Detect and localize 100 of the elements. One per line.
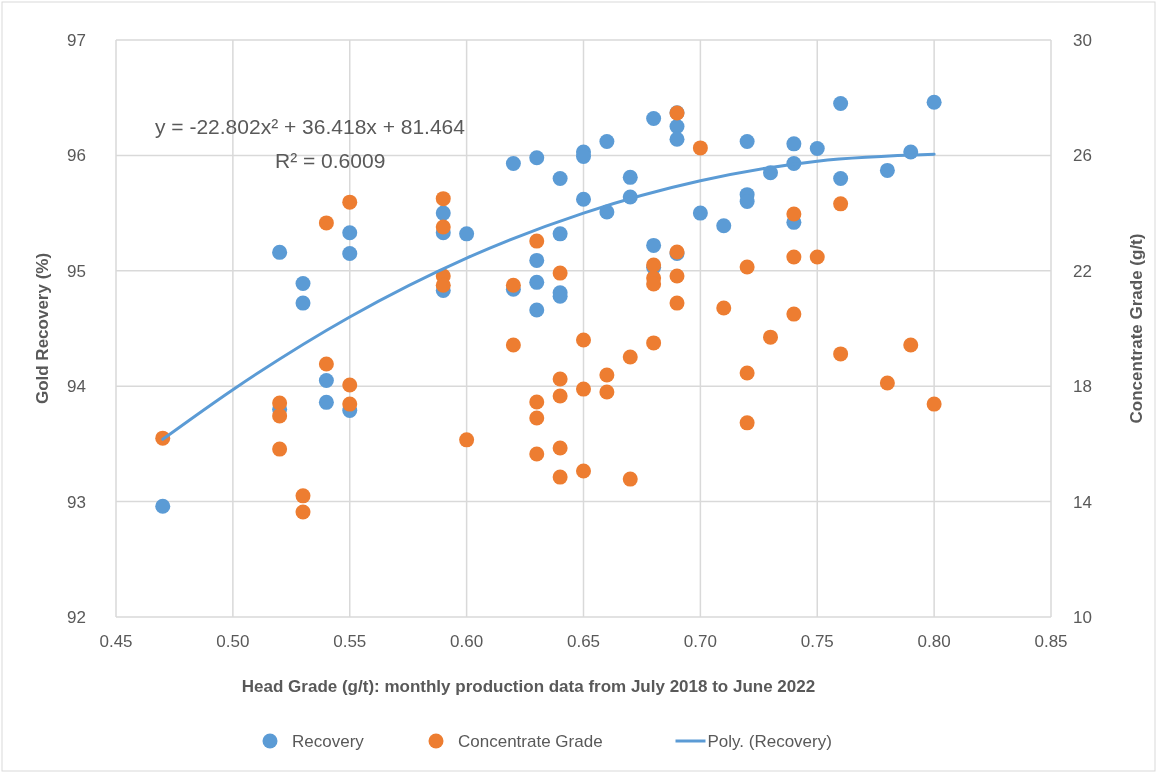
point (622, 349, 638, 365)
point (272, 395, 288, 411)
point (599, 134, 615, 150)
point (342, 194, 358, 210)
point (576, 463, 591, 479)
y-tick-label: 97 (67, 31, 86, 50)
x-tick-label: 0.75 (800, 632, 834, 651)
point (739, 134, 755, 150)
legend-label: Concentrate Grade (458, 732, 603, 751)
x-tick-label: 0.50 (216, 632, 250, 651)
point (295, 275, 311, 291)
x-tick-label: 0.60 (450, 632, 484, 651)
point (552, 371, 568, 387)
x-tick-label: 0.70 (683, 632, 717, 651)
point (529, 233, 545, 249)
point (622, 471, 638, 487)
point (295, 504, 311, 520)
point (342, 225, 358, 241)
point (716, 218, 732, 234)
point (529, 252, 545, 268)
point (459, 432, 475, 448)
point (833, 346, 849, 362)
point (552, 170, 568, 186)
point (786, 206, 802, 222)
point (272, 408, 288, 424)
x-axis-title: Head Grade (g/t): monthly production data from July 2018 to June 2022 (241, 677, 816, 696)
y2-tick-label: 10 (1073, 608, 1092, 627)
point (599, 384, 615, 400)
point (669, 268, 685, 284)
point (809, 140, 825, 156)
point (435, 205, 451, 221)
point (529, 410, 545, 426)
point (435, 219, 451, 235)
point (505, 155, 521, 171)
y-axis-title: Gold Recovery (%) (33, 252, 52, 405)
y2-tick-label: 14 (1073, 492, 1092, 512)
point (272, 244, 288, 260)
legend-label: Poly. (Recovery) (707, 732, 832, 751)
point (599, 367, 615, 383)
point (529, 150, 545, 166)
y2-tick-label: 30 (1073, 31, 1092, 50)
annotation: y = -22.802x² + 36.418x + 81.464 (155, 115, 466, 138)
point (529, 446, 545, 462)
x-tick-label: 0.85 (1034, 632, 1068, 651)
point (739, 415, 755, 431)
y-tick-label: 95 (67, 261, 86, 281)
point (692, 205, 708, 221)
x-tick-label: 0.45 (99, 632, 133, 651)
point (342, 245, 358, 261)
point (809, 249, 825, 265)
point (646, 335, 662, 351)
point (318, 356, 334, 372)
y-tick-label: 93 (67, 492, 86, 512)
x-tick-label: 0.65 (566, 632, 601, 651)
y-tick-label: 94 (67, 377, 86, 397)
point (879, 375, 895, 391)
point (716, 300, 732, 316)
point (155, 498, 171, 514)
point (435, 191, 451, 207)
point (295, 295, 311, 311)
y2-tick-label: 26 (1073, 146, 1092, 166)
point (739, 259, 755, 275)
y2-tick-label: 22 (1073, 261, 1092, 281)
point (739, 365, 755, 381)
point (505, 277, 521, 293)
annotation: R² = 0.6009 (275, 149, 386, 172)
point (763, 329, 778, 345)
point (926, 94, 942, 110)
legend-label: Recovery (292, 732, 365, 751)
point (552, 469, 568, 485)
point (833, 170, 849, 186)
point (552, 265, 568, 281)
y2-tick-label: 18 (1073, 377, 1092, 397)
point (833, 196, 849, 212)
point (786, 306, 802, 322)
point (318, 215, 334, 231)
point (342, 396, 358, 412)
point (879, 162, 895, 178)
point (505, 337, 521, 353)
point (926, 396, 942, 412)
point (692, 140, 708, 156)
point (342, 377, 358, 393)
point (552, 226, 568, 242)
point (272, 441, 288, 457)
point (295, 488, 311, 504)
point (669, 295, 685, 311)
x-tick-label: 0.80 (917, 632, 951, 651)
y2-axis-title: Concentrate Grade (g/t) (1127, 233, 1146, 424)
point (576, 191, 591, 207)
point (318, 394, 334, 410)
point (529, 394, 545, 410)
point (529, 274, 545, 290)
point (552, 440, 568, 456)
point (459, 226, 475, 242)
y-tick-label: 92 (67, 608, 86, 627)
point (786, 249, 802, 265)
point (576, 332, 591, 348)
point (318, 372, 334, 388)
y-tick-label: 96 (67, 146, 86, 166)
point (786, 136, 802, 152)
